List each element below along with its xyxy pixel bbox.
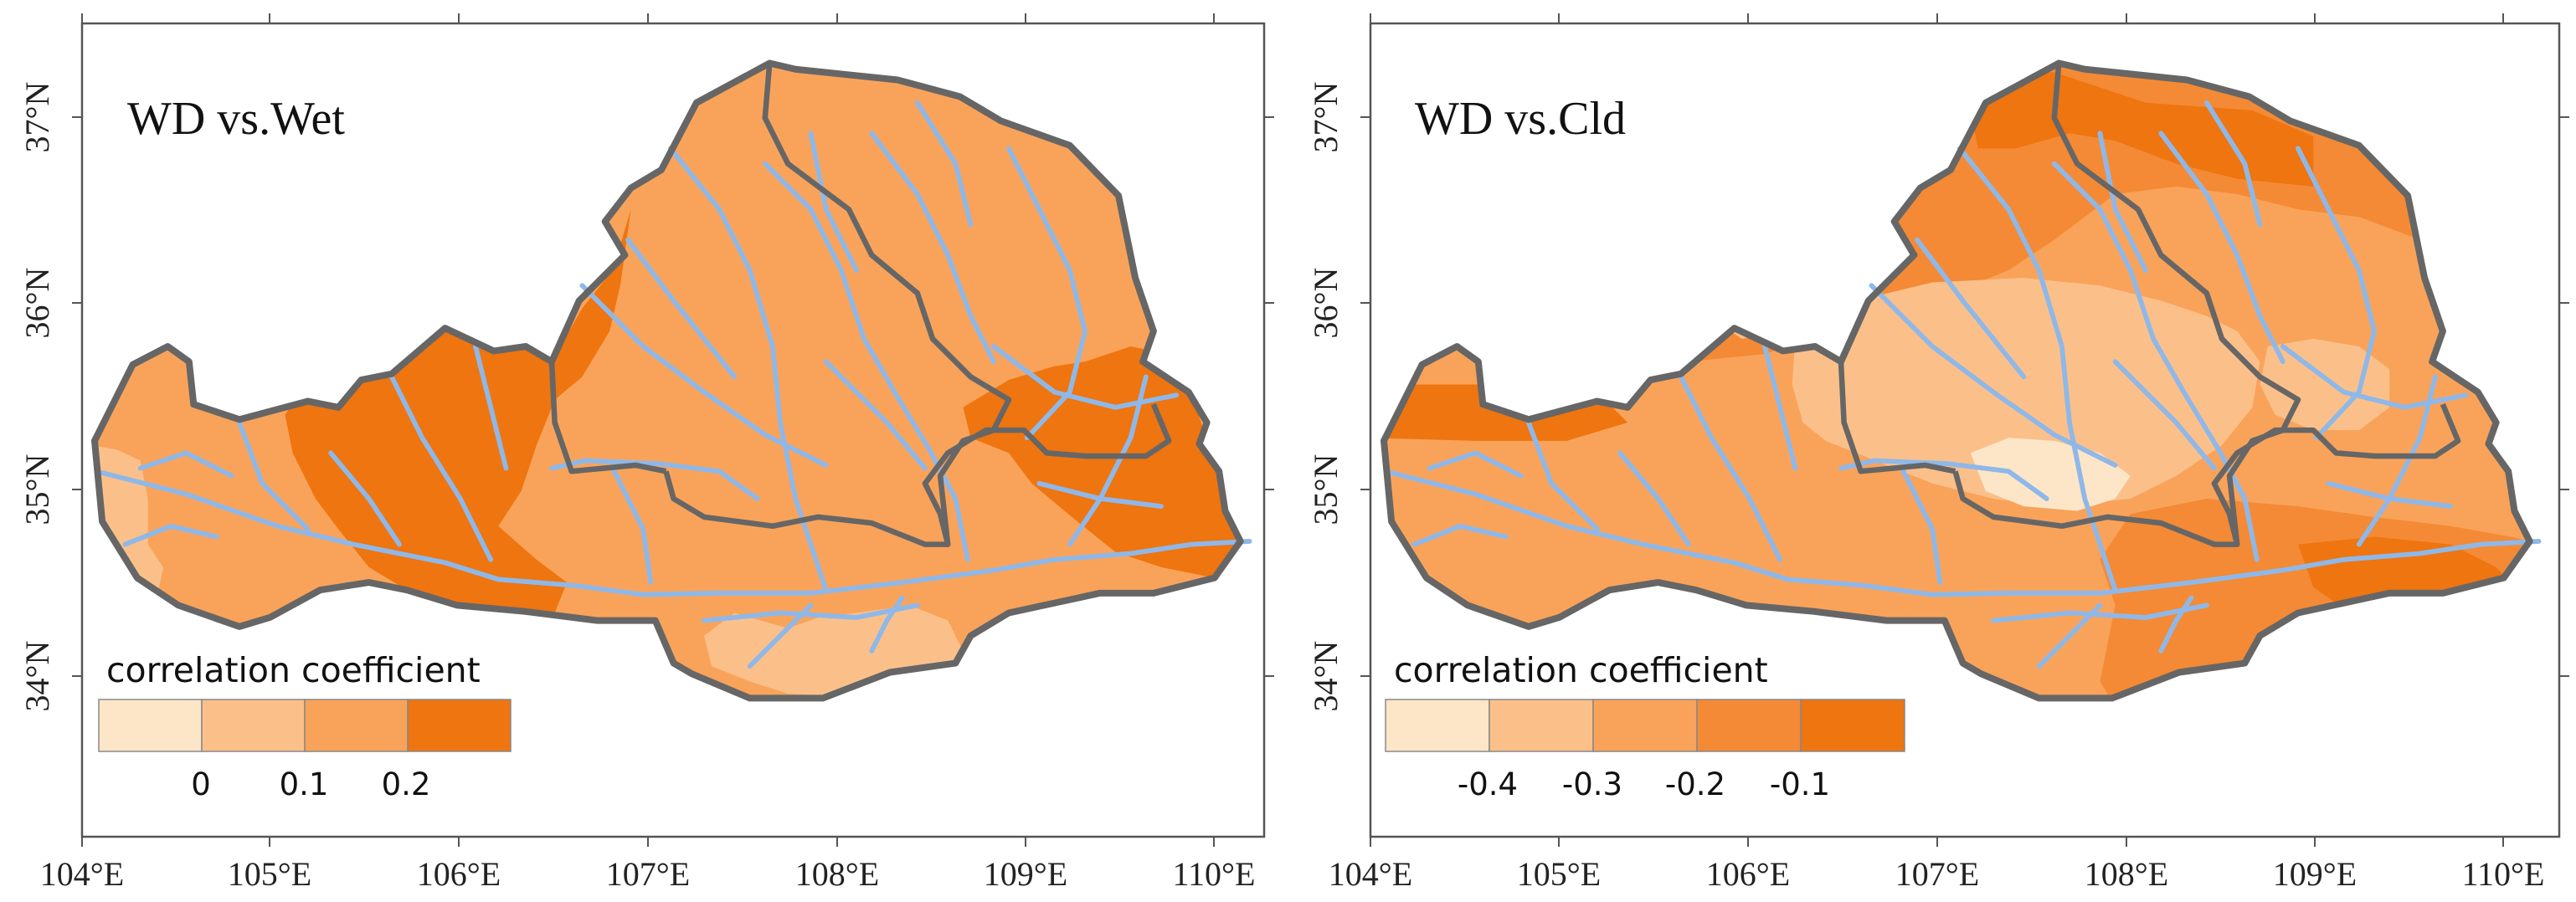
- legend-title: correlation coefficient: [1394, 650, 1768, 690]
- y-tick-label: 35°N: [18, 454, 56, 525]
- x-tick-label: 105°E: [1517, 855, 1601, 893]
- x-tick-label: 108°E: [2085, 855, 2168, 893]
- y-axis-labels: 37°N 36°N 35°N 34°N: [1307, 82, 1345, 712]
- tick-marks: [72, 13, 1274, 847]
- legend-swatches: [1385, 699, 1905, 752]
- x-axis-labels: 104°E 105°E 106°E 107°E 108°E 109°E 110°…: [1329, 855, 2545, 893]
- x-tick-label: 104°E: [1329, 855, 1412, 893]
- y-tick-label: 37°N: [1307, 82, 1345, 153]
- y-tick-label: 36°N: [1307, 268, 1345, 339]
- y-tick-label: 34°N: [1307, 641, 1345, 712]
- legend-break-label: -0.1: [1770, 766, 1830, 802]
- legend-swatch: [98, 699, 203, 752]
- legend-swatch: [304, 699, 409, 752]
- map-panel-wet: WD vs.Wet correlation coefficient 0 0.1 …: [18, 13, 1274, 893]
- legend-swatches: [98, 699, 512, 752]
- legend-swatch: [1696, 699, 1802, 752]
- legend: correlation coefficient -0.4 -0.3 -0.2 -…: [1385, 650, 1905, 802]
- legend-swatch: [1800, 699, 1905, 752]
- x-axis-labels: 104°E 105°E 106°E 107°E 108°E 109°E 110°…: [40, 855, 1256, 893]
- x-tick-label: 109°E: [2273, 855, 2357, 893]
- legend-title: correlation coefficient: [106, 650, 481, 690]
- zone-south-mid: [1384, 529, 2116, 621]
- zone-low-central: [1792, 278, 2260, 507]
- x-tick-label: 106°E: [1706, 855, 1790, 893]
- legend-swatch: [1385, 699, 1490, 752]
- y-axis-labels: 37°N 36°N 35°N 34°N: [18, 82, 56, 712]
- legend-break-label: 0.1: [280, 766, 329, 802]
- y-tick-label: 34°N: [18, 641, 56, 712]
- zone-lowest: [1970, 438, 2131, 511]
- legend-break-label: 0: [191, 766, 211, 802]
- x-tick-label: 106°E: [417, 855, 501, 893]
- legend-break-label: -0.3: [1562, 766, 1622, 802]
- y-tick-label: 37°N: [18, 82, 56, 153]
- zone-high-ridge: [552, 209, 631, 400]
- zone-high-north: [1962, 72, 2314, 187]
- tick-marks: [1360, 13, 2569, 847]
- zone-high-west: [285, 328, 568, 621]
- y-tick-label: 35°N: [1307, 454, 1345, 525]
- map-title: WD vs.Cld: [1415, 93, 1626, 145]
- legend-swatch: [201, 699, 306, 752]
- legend-swatch: [1489, 699, 1594, 752]
- legend-break-label: 0.2: [382, 766, 431, 802]
- legend-break-label: -0.4: [1458, 766, 1518, 802]
- zone-low-west: [95, 445, 163, 606]
- x-tick-label: 105°E: [228, 855, 311, 893]
- y-tick-label: 36°N: [18, 268, 56, 339]
- legend-break-label: -0.2: [1665, 766, 1725, 802]
- x-tick-label: 109°E: [984, 855, 1067, 893]
- x-tick-label: 104°E: [40, 855, 124, 893]
- x-tick-label: 107°E: [606, 855, 690, 893]
- x-tick-label: 110°E: [1173, 855, 1256, 893]
- x-tick-label: 110°E: [2462, 855, 2545, 893]
- x-tick-label: 107°E: [1895, 855, 1979, 893]
- legend: correlation coefficient 0 0.1 0.2: [98, 650, 512, 802]
- map-panel-cld: WD vs.Cld correlation coefficient -0.4 -…: [1307, 13, 2569, 893]
- map-title: WD vs.Wet: [127, 93, 345, 145]
- x-tick-label: 108°E: [795, 855, 879, 893]
- zone-high-east: [963, 346, 1241, 578]
- legend-swatch: [1592, 699, 1698, 752]
- legend-swatch: [407, 699, 512, 752]
